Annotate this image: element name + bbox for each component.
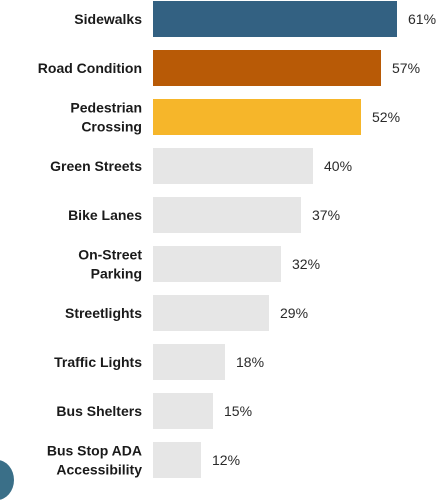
- bar-8: [153, 393, 213, 429]
- category-label-2-line-1: Crossing: [81, 119, 142, 135]
- category-label-2-line-0: Pedestrian: [70, 100, 142, 116]
- value-label-8: 15%: [224, 403, 252, 419]
- bar-6: [153, 295, 269, 331]
- category-label-8: Bus Shelters: [56, 403, 142, 419]
- category-label-1: Road Condition: [38, 60, 142, 76]
- bar-4: [153, 197, 301, 233]
- bar-0: [153, 1, 397, 37]
- bar-3: [153, 148, 313, 184]
- value-label-0: 61%: [408, 11, 436, 27]
- category-label-7: Traffic Lights: [54, 354, 142, 370]
- value-label-7: 18%: [236, 354, 264, 370]
- value-label-4: 37%: [312, 207, 340, 223]
- bar-2: [153, 99, 361, 135]
- value-label-3: 40%: [324, 158, 352, 174]
- category-label-3: Green Streets: [50, 158, 142, 174]
- category-label-0: Sidewalks: [74, 11, 142, 27]
- bar-1: [153, 50, 381, 86]
- category-label-6: Streetlights: [65, 305, 142, 321]
- category-label-9-line-1: Accessibility: [56, 462, 142, 478]
- category-label-5-line-1: Parking: [91, 266, 142, 282]
- category-label-5-line-0: On-Street: [78, 247, 142, 263]
- bar-5: [153, 246, 281, 282]
- value-label-1: 57%: [392, 60, 420, 76]
- category-label-4: Bike Lanes: [68, 207, 142, 223]
- value-label-2: 52%: [372, 109, 400, 125]
- bar-9: [153, 442, 201, 478]
- category-label-9-line-0: Bus Stop ADA: [47, 443, 142, 459]
- bar-7: [153, 344, 225, 380]
- value-label-6: 29%: [280, 305, 308, 321]
- value-label-9: 12%: [212, 452, 240, 468]
- bar-chart: Sidewalks 61% Road Condition 57% Pedestrian C…: [38, 1, 436, 478]
- value-label-5: 32%: [292, 256, 320, 272]
